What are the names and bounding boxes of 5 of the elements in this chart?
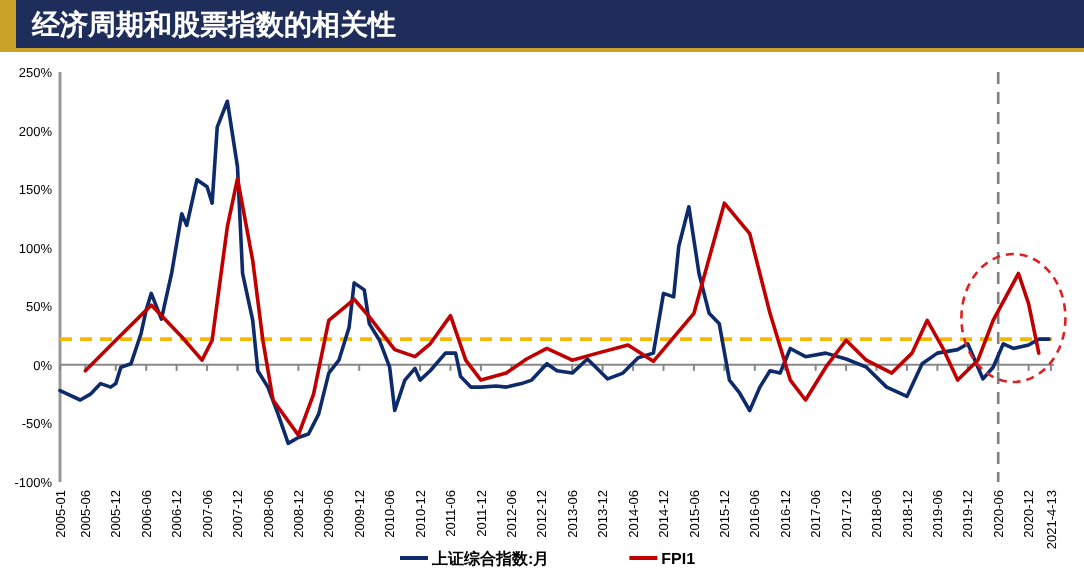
chart-title: 经济周期和股票指数的相关性	[30, 8, 396, 40]
legend-label: FPI1	[661, 550, 697, 568]
line-series	[83, 176, 1041, 437]
line-series	[58, 99, 1051, 446]
legend-label: 上证综合指数:月	[430, 550, 550, 568]
